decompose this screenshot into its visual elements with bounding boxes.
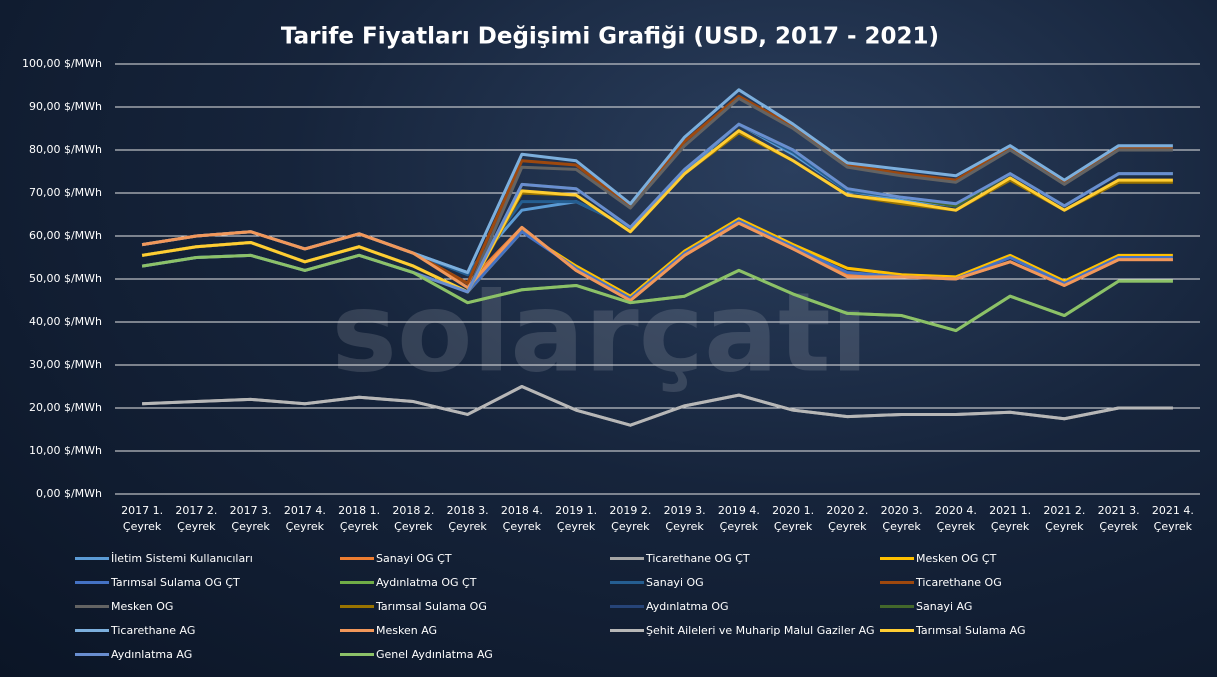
legend-label: İletim Sistemi Kullanıcıları (111, 552, 253, 565)
y-tick-label: 70,00 $/MWh (29, 186, 102, 199)
legend-label: Ticarethane OG ÇT (646, 552, 750, 565)
legend-marker (75, 557, 109, 560)
x-tick-label: 2018 4. Çeyrek (500, 504, 543, 533)
legend-item: Sanayi OG (610, 576, 704, 589)
x-tick-label: 2021 4. Çeyrek (1151, 504, 1194, 533)
x-tick-label: 2020 1. Çeyrek (772, 504, 815, 533)
legend-item: Ticarethane OG ÇT (610, 552, 750, 565)
x-tick-label: 2018 3. Çeyrek (446, 504, 489, 533)
x-tick-label: 2019 2. Çeyrek (609, 504, 652, 533)
legend-label: Mesken AG (376, 624, 438, 637)
x-tick-label: 2020 2. Çeyrek (826, 504, 869, 533)
legend-item: Aydınlatma OG (610, 600, 729, 613)
legend-label: Sanayi OG ÇT (376, 552, 452, 565)
legend-marker (610, 605, 644, 608)
x-tick-label: 2021 2. Çeyrek (1043, 504, 1086, 533)
x-tick-label: 2018 2. Çeyrek (392, 504, 435, 533)
legend-item: Tarımsal Sulama OG (340, 600, 487, 613)
legend-item: Sanayi OG ÇT (340, 552, 452, 565)
legend-item: İletim Sistemi Kullanıcıları (75, 552, 253, 565)
y-tick-label: 80,00 $/MWh (29, 143, 102, 156)
y-tick-label: 50,00 $/MWh (29, 272, 102, 285)
series-line (142, 385, 1173, 427)
y-tick-label: 100,00 $/MWh (22, 57, 102, 70)
legend-label: Sanayi AG (916, 600, 973, 613)
legend-marker (340, 581, 374, 584)
x-tick-label: 2019 1. Çeyrek (555, 504, 598, 533)
legend-item: Tarımsal Sulama OG ÇT (75, 576, 240, 589)
legend-marker (340, 653, 374, 656)
legend-label: Aydınlatma AG (111, 648, 193, 661)
legend-marker (610, 629, 644, 632)
legend-item: Mesken AG (340, 624, 437, 637)
legend-item: Mesken OG (75, 600, 173, 613)
legend-marker (340, 605, 374, 608)
legend-item: Ticarethane OG (880, 576, 1002, 589)
legend-marker (75, 629, 109, 632)
legend-marker (880, 605, 914, 608)
legend-marker (880, 629, 914, 632)
legend-label: Tarımsal Sulama OG ÇT (111, 576, 240, 589)
x-tick-label: 2021 3. Çeyrek (1097, 504, 1140, 533)
x-tick-label: 2019 4. Çeyrek (717, 504, 760, 533)
y-tick-label: 30,00 $/MWh (29, 358, 102, 371)
legend-label: Mesken OG ÇT (916, 552, 997, 565)
legend-item: Aydınlatma AG (75, 648, 192, 661)
chart-title: Tarife Fiyatları Değişimi Grafiği (USD, … (281, 24, 939, 50)
legend-label: Aydınlatma OG ÇT (376, 576, 477, 589)
legend-label: Tarımsal Sulama OG (376, 600, 487, 613)
legend-marker (880, 557, 914, 560)
legend-label: Ticarethane AG (111, 624, 196, 637)
legend-marker (880, 581, 914, 584)
legend-item: Mesken OG ÇT (880, 552, 996, 565)
legend-label: Şehit Aileleri ve Muharip Malul Gaziler … (646, 624, 875, 637)
legend-label: Sanayi OG (646, 576, 704, 589)
legend-marker (610, 557, 644, 560)
legend-marker (340, 557, 374, 560)
legend-label: Ticarethane OG (916, 576, 1002, 589)
legend-item: Genel Aydınlatma AG (340, 648, 493, 661)
x-tick-label: 2020 3. Çeyrek (880, 504, 923, 533)
watermark: solarçatı (332, 268, 869, 396)
x-tick-label: 2017 2. Çeyrek (175, 504, 218, 533)
legend-item: Ticarethane AG (75, 624, 195, 637)
x-tick-label: 2020 4. Çeyrek (934, 504, 977, 533)
legend-label: Tarımsal Sulama AG (916, 624, 1026, 637)
legend-marker (75, 653, 109, 656)
legend-marker (340, 629, 374, 632)
legend-item: Sanayi AG (880, 600, 972, 613)
legend-item: Şehit Aileleri ve Muharip Malul Gaziler … (610, 624, 875, 637)
legend-label: Genel Aydınlatma AG (376, 648, 493, 661)
x-tick-label: 2017 4. Çeyrek (283, 504, 326, 533)
series-line (141, 129, 1173, 294)
x-tick-label: 2018 1. Çeyrek (338, 504, 381, 533)
y-tick-label: 0,00 $/MWh (36, 487, 102, 500)
y-tick-label: 10,00 $/MWh (29, 444, 102, 457)
y-tick-label: 60,00 $/MWh (29, 229, 102, 242)
legend-marker (75, 581, 109, 584)
legend-marker (610, 581, 644, 584)
legend-marker (75, 605, 109, 608)
y-tick-label: 40,00 $/MWh (29, 315, 102, 328)
legend-item: Tarımsal Sulama AG (880, 624, 1026, 637)
x-tick-label: 2019 3. Çeyrek (663, 504, 706, 533)
series-line (141, 94, 1173, 285)
legend-label: Mesken OG (111, 600, 174, 613)
y-tick-label: 90,00 $/MWh (29, 100, 102, 113)
y-tick-label: 20,00 $/MWh (29, 401, 102, 414)
series-line (141, 253, 1173, 333)
x-tick-label: 2017 3. Çeyrek (229, 504, 272, 533)
x-tick-label: 2017 1. Çeyrek (121, 504, 164, 533)
series-line (141, 221, 1173, 302)
legend-label: Aydınlatma OG (646, 600, 729, 613)
x-tick-label: 2021 1. Çeyrek (989, 504, 1032, 533)
legend-item: Aydınlatma OG ÇT (340, 576, 476, 589)
